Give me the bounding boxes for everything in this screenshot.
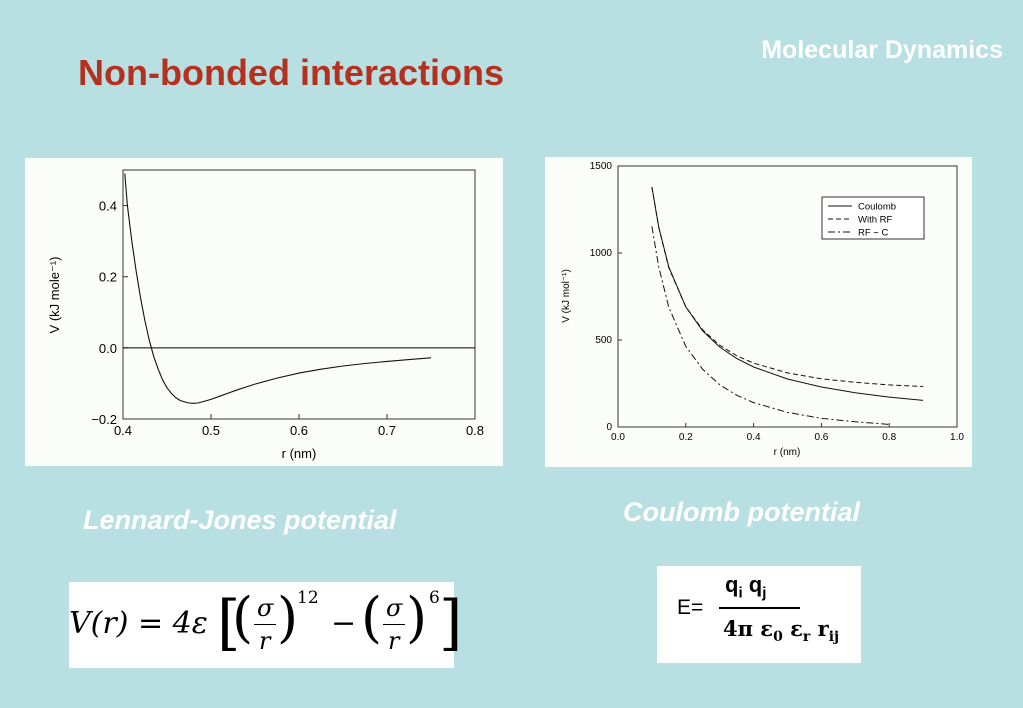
lj-x-label: r (nm)	[282, 446, 317, 461]
lj-y-tick-label: 0.2	[99, 270, 117, 285]
lj-formula-lhs: V(r) = 4ε	[69, 606, 208, 641]
lj-bracket-right: ]	[439, 588, 463, 658]
cb-y-tick-label: 500	[595, 335, 612, 346]
lj-paren-l2: (	[361, 586, 383, 649]
lj-paren-l1: (	[232, 586, 254, 649]
lj-sigma-1: σ	[257, 594, 274, 622]
cb-sub-0: 0	[773, 629, 783, 646]
lj-y-tick-label: 0.4	[99, 199, 117, 214]
lj-x-tick-label: 0.6	[290, 423, 308, 438]
cb-r: r	[817, 616, 829, 641]
lj-y-tick-label: 0.0	[99, 341, 117, 356]
coulomb-chart-panel: 0.0 0.2 0.4 0.6 0.8 1.0 0 500 1000 1500 Coulomb W…	[545, 157, 972, 467]
lj-r-1: r	[259, 627, 271, 655]
cb-x-tick-label: 0.4	[747, 432, 761, 443]
cb-x-tick-label: 0.8	[882, 432, 896, 443]
cb-y-tick-label: 1500	[590, 161, 613, 172]
lj-paren-r1: )	[277, 586, 299, 649]
cb-sub-ij: ij	[828, 629, 840, 646]
cb-sub-i: i	[738, 584, 743, 602]
cb-q1: q	[725, 572, 739, 597]
lj-frac-bar-1	[254, 624, 276, 625]
cb-legend-label: Coulomb	[858, 202, 896, 213]
cb-frac-bar	[719, 607, 800, 609]
cb-formula-lhs: E=	[677, 596, 704, 619]
lj-exp-12: 12	[297, 588, 319, 608]
cb-q2: q	[748, 572, 763, 597]
lj-sigma-2: σ	[386, 594, 403, 622]
lj-x-tick-label: 0.8	[466, 423, 484, 438]
cb-numerator: qi qj	[725, 572, 766, 601]
cb-sub-r: r	[802, 629, 811, 646]
cb-sub-j: j	[762, 584, 767, 602]
coulomb-chart: 0.0 0.2 0.4 0.6 0.8 1.0 0 500 1000 1500 Coulomb W…	[561, 161, 964, 458]
section-header: Molecular Dynamics	[761, 36, 1003, 64]
cb-legend-label: RF − C	[858, 228, 888, 239]
lj-y-label: V (kJ mole⁻¹)	[47, 257, 62, 334]
cb-eps: ε	[790, 616, 803, 641]
lj-bracket-left: [	[217, 588, 241, 658]
lj-x-tick-label: 0.4	[114, 423, 132, 438]
cb-series-2	[651, 226, 890, 425]
cb-series-1	[651, 186, 924, 387]
cb-y-label: V (kJ mol⁻¹)	[561, 269, 572, 323]
cb-x-tick-label: 0.0	[611, 432, 625, 443]
lj-r-2: r	[388, 627, 400, 655]
lj-frac-bar-2	[383, 624, 405, 625]
lj-formula: V(r) = 4ε [ ( σ r ) 12 − ( σ r ) 6 ]	[69, 582, 462, 668]
cb-x-tick-label: 0.2	[679, 432, 693, 443]
lj-x-tick-label: 0.5	[202, 423, 220, 438]
lj-paren-r2: )	[406, 586, 428, 649]
cb-y-tick-label: 1000	[590, 248, 613, 259]
cb-x-label: r (nm)	[774, 447, 801, 458]
cb-y-tick-label: 0	[606, 422, 612, 433]
slide-title: Non-bonded interactions	[78, 52, 504, 93]
lj-caption: Lennard-Jones potential	[83, 505, 397, 535]
coulomb-caption: Coulomb potential	[623, 497, 860, 527]
cb-legend-label: With RF	[858, 215, 893, 226]
cb-x-tick-label: 0.6	[814, 432, 828, 443]
lj-y-tick-label: −0.2	[91, 412, 117, 427]
cb-plot-frame	[617, 165, 958, 428]
lj-curve	[124, 173, 432, 404]
lj-chart-panel: 0.4 0.5 0.6 0.7 0.8 −0.2 0.0 0.2 0.4 r (nm) V (…	[25, 158, 503, 466]
coulomb-formula: E= qi qj 4π ε0 εr rij	[657, 566, 861, 663]
cb-x-tick-label: 1.0	[950, 432, 964, 443]
cb-den-pre: 4π ε	[723, 616, 774, 641]
lj-exp-6: 6	[429, 588, 440, 608]
lj-x-tick-label: 0.7	[378, 423, 396, 438]
lj-minus: −	[331, 606, 357, 641]
cb-denominator: 4π ε0 εr rij	[723, 616, 839, 645]
lj-chart: 0.4 0.5 0.6 0.7 0.8 −0.2 0.0 0.2 0.4 r (nm) V (…	[47, 169, 484, 461]
lj-plot-frame	[122, 169, 476, 420]
